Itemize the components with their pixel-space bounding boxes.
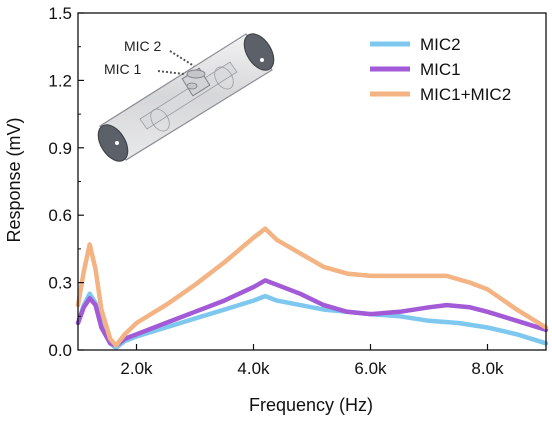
axes-layer: 2.0k 4.0k 6.0k 8.0k 0.0 0.3 0.6 0.9 1.2 1.5: [48, 4, 547, 378]
legend: MIC2 MIC1 MIC1+MIC2: [370, 35, 511, 104]
y-tick-label: 1.5: [48, 4, 72, 23]
series-line-mic1-mic2: [75, 226, 549, 348]
inset-label-mic1: MIC 1: [104, 61, 142, 77]
y-tick-label: 0.6: [48, 206, 72, 225]
y-tick-label: 0.0: [48, 341, 72, 360]
x-tick-label: 8.0k: [471, 359, 504, 378]
x-tick-label: 4.0k: [237, 359, 270, 378]
legend-label: MIC1+MIC2: [420, 85, 511, 104]
inset-label-mic2: MIC 2: [124, 38, 162, 54]
legend-label: MIC1: [420, 60, 461, 79]
y-tick-label: 1.2: [48, 71, 72, 90]
x-axis-label: Frequency (Hz): [249, 395, 373, 415]
legend-label: MIC2: [420, 35, 461, 54]
x-tick-label: 6.0k: [354, 359, 387, 378]
y-tick-label: 0.3: [48, 274, 72, 293]
device-schematic-illustration: MIC 2 MIC 1: [97, 33, 275, 162]
y-axis-label: Response (mV): [4, 117, 24, 242]
series-line-mic1: [75, 278, 549, 348]
y-tick-label: 0.9: [48, 139, 72, 158]
series-layer: [75, 226, 549, 351]
x-tick-label: 2.0k: [120, 359, 153, 378]
